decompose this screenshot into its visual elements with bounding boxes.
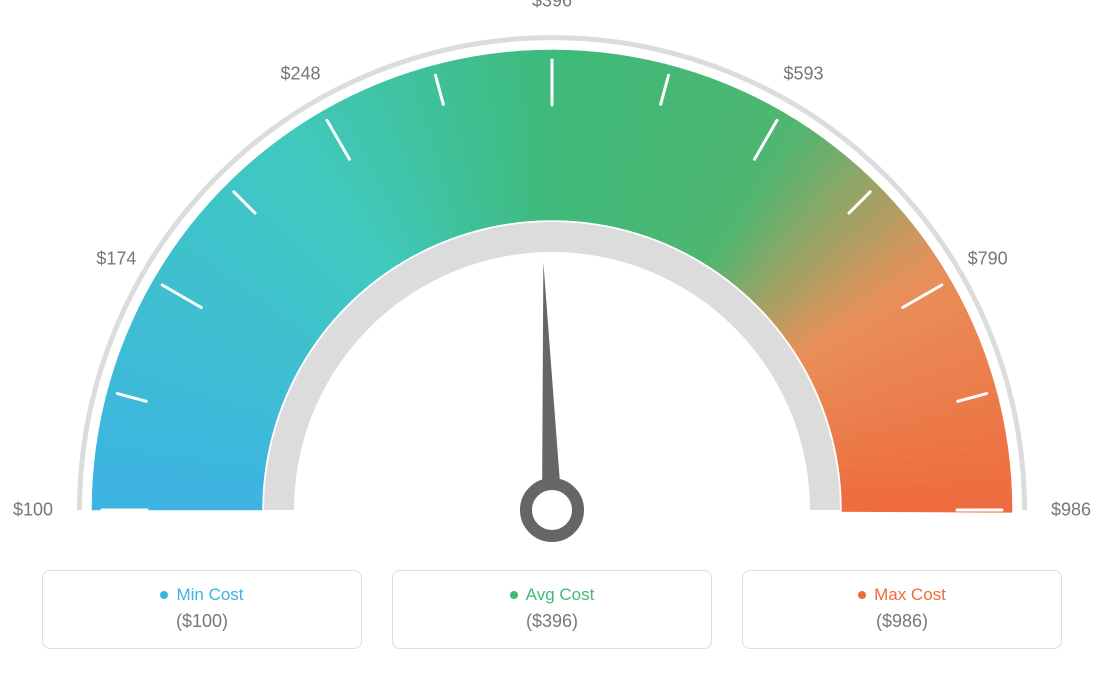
gauge-tick-label: $396 [532, 0, 572, 12]
legend-max-text: Max Cost [874, 585, 946, 605]
gauge-svg [0, 0, 1104, 560]
gauge-tick-label: $248 [280, 64, 320, 85]
legend-min-text: Min Cost [176, 585, 243, 605]
legend-max-value: ($986) [763, 611, 1041, 632]
legend-max-label: Max Cost [763, 585, 1041, 605]
gauge-tick-label: $986 [1051, 500, 1091, 521]
dot-icon [510, 591, 518, 599]
dot-icon [160, 591, 168, 599]
legend-avg-label: Avg Cost [413, 585, 691, 605]
gauge-tick-label: $790 [968, 248, 1008, 269]
gauge-tick-label: $174 [96, 248, 136, 269]
legend-avg: Avg Cost ($396) [392, 570, 712, 649]
legend-row: Min Cost ($100) Avg Cost ($396) Max Cost… [0, 570, 1104, 649]
legend-min-label: Min Cost [63, 585, 341, 605]
dot-icon [858, 591, 866, 599]
gauge-tick-label: $593 [783, 64, 823, 85]
gauge-tick-label: $100 [13, 500, 53, 521]
legend-max: Max Cost ($986) [742, 570, 1062, 649]
legend-min: Min Cost ($100) [42, 570, 362, 649]
legend-avg-text: Avg Cost [526, 585, 595, 605]
legend-min-value: ($100) [63, 611, 341, 632]
legend-avg-value: ($396) [413, 611, 691, 632]
gauge-chart: $100 $174 $248 $396 $593 $790 $986 [0, 0, 1104, 560]
